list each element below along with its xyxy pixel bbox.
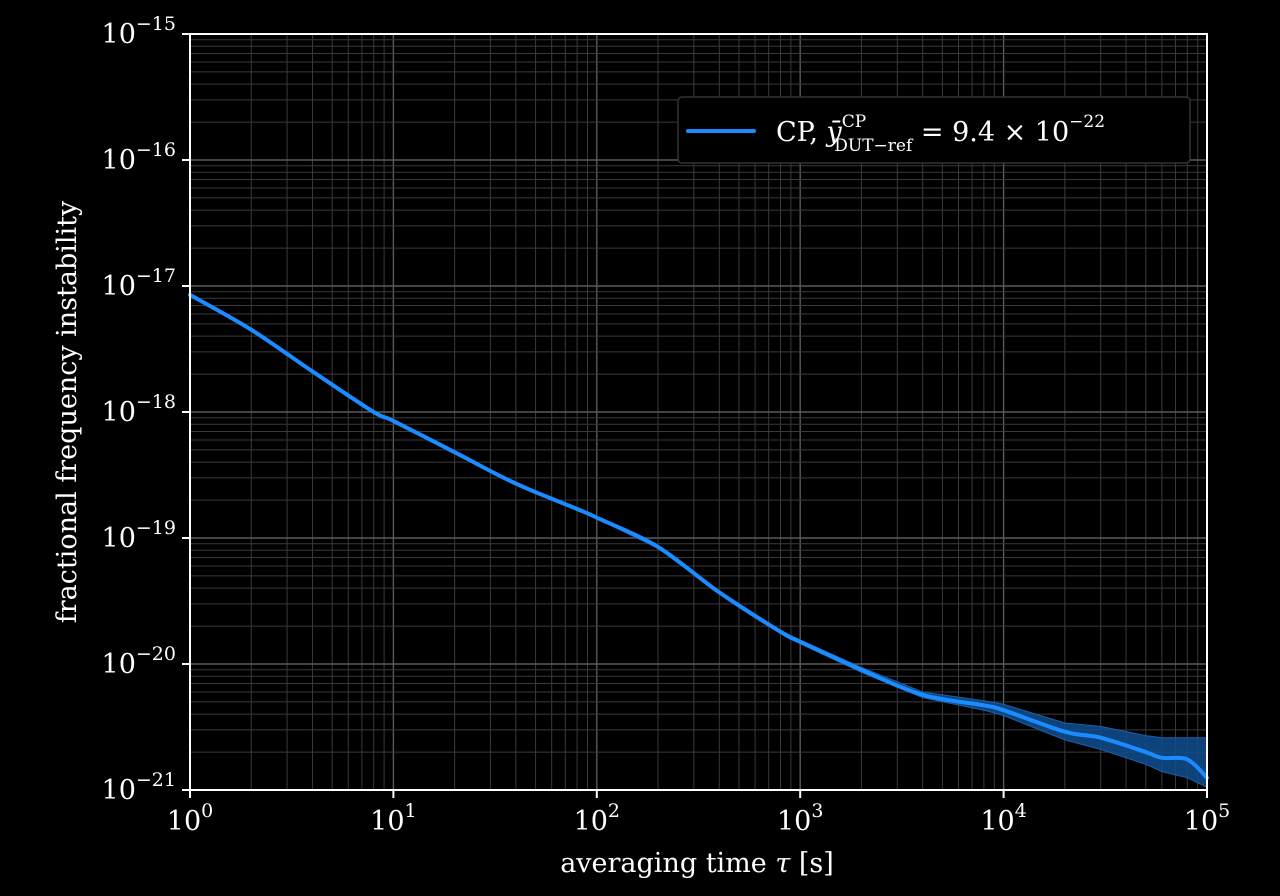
legend: CP, ȳCP DUT−ref = 9.4 × 10−22: [677, 96, 1191, 164]
x-tick-label: 100: [167, 800, 213, 837]
legend-label: CP, ȳCP DUT−ref = 9.4 × 10−22: [776, 112, 1105, 156]
y-tick-label: 10−19: [102, 517, 176, 554]
y-tick-label: 10−18: [102, 391, 176, 428]
x-tick-label: 103: [777, 800, 823, 837]
y-tick-label: 10−15: [102, 13, 176, 50]
series-line-layer: [188, 292, 1209, 780]
series-line: [188, 292, 1209, 780]
x-tick-label: 104: [980, 800, 1026, 837]
grid-lines: [190, 34, 1207, 790]
axis-ticks: 100 101 102 103 104 105 10−15 10−16 10−17 10−18 10…: [102, 13, 1231, 837]
y-tick-label: 10−17: [102, 265, 176, 302]
y-tick-label: 10−20: [102, 643, 176, 680]
x-tick-label: 101: [370, 800, 416, 837]
y-axis-label: fractional frequency instability: [52, 200, 83, 623]
uncertainty-band-layer: [189, 293, 1208, 789]
y-tick-label: 10−16: [102, 139, 176, 176]
x-tick-label: 105: [1184, 800, 1230, 837]
x-tick-label: 102: [574, 800, 620, 837]
y-tick-label: 10−21: [102, 769, 176, 806]
uncertainty-band: [189, 293, 1208, 789]
legend-frame: [677, 96, 1191, 164]
x-axis-label: averaging time τ [s]: [560, 848, 834, 879]
